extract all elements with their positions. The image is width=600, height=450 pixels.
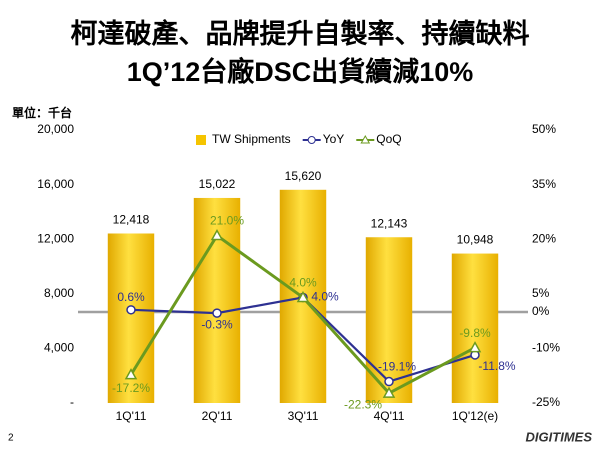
y2-tick-label: -10%	[532, 341, 560, 355]
line-value-label: 4.0%	[311, 290, 339, 304]
chart-subtitle: 1Q’12台廠DSC出貨續減10%	[127, 56, 474, 87]
logo: DIGITIMES	[526, 429, 593, 444]
y-tick-label: 16,000	[37, 177, 74, 191]
y2-tick-label: 20%	[532, 231, 556, 245]
y-tick-label: 4,000	[44, 341, 74, 355]
line-value-label: -11.8%	[478, 359, 515, 373]
marker	[382, 386, 396, 398]
y2-tick-label: 5%	[532, 286, 550, 300]
x-tick-label: 1Q'11	[116, 409, 147, 423]
marker	[212, 308, 222, 318]
unit-label: 單位：千台	[12, 105, 72, 120]
marker	[296, 290, 310, 303]
bar-value-label: 15,620	[285, 169, 322, 183]
marker	[126, 305, 136, 315]
x-tick-label: 4Q'11	[374, 409, 405, 423]
legend-label: QoQ	[376, 132, 401, 146]
x-tick-label: 3Q'11	[288, 409, 319, 423]
bar-value-label: 12,143	[371, 216, 408, 230]
line-value-label: 21.0%	[210, 214, 244, 228]
marker	[384, 376, 394, 387]
marker	[210, 229, 224, 241]
line-value-label: -22.3%	[344, 397, 382, 411]
bar-value-label: 15,022	[199, 177, 236, 191]
bar-value-label: 10,948	[457, 233, 494, 247]
page-number: 2	[8, 433, 14, 444]
legend-swatch	[196, 135, 206, 145]
y2-tick-label: -25%	[532, 395, 560, 409]
y2-tick-label: 0%	[532, 304, 550, 318]
y-tick-label: 20,000	[37, 122, 74, 136]
line-value-label: -0.3%	[201, 317, 233, 331]
bar	[193, 197, 241, 403]
x-tick-label: 2Q'11	[202, 409, 233, 423]
x-tick-label: 1Q'12(e)	[452, 409, 498, 423]
y2-tick-label: 50%	[532, 122, 556, 136]
line-value-label: -9.8%	[459, 326, 491, 340]
legend-marker	[307, 136, 316, 144]
chart-title: 柯達破產、品牌提升自製率、持續缺料	[71, 18, 530, 49]
y2-tick-label: 35%	[532, 177, 556, 191]
y-tick-label: 8,000	[44, 286, 74, 300]
legend-label: TW Shipments	[212, 132, 291, 146]
y-tick-label: -	[70, 395, 74, 409]
legend-label: YoY	[323, 132, 345, 146]
marker	[124, 368, 138, 380]
y-tick-label: 12,000	[37, 231, 74, 245]
line-value-label: 0.6%	[117, 290, 145, 304]
line-value-label: -19.1%	[378, 360, 416, 374]
bar	[451, 253, 499, 403]
line-value-label: -17.2%	[112, 381, 150, 395]
marker	[468, 341, 482, 353]
legend-marker	[360, 134, 371, 144]
bar-value-label: 12,418	[113, 213, 150, 227]
line-value-label: 4.0%	[289, 276, 317, 290]
